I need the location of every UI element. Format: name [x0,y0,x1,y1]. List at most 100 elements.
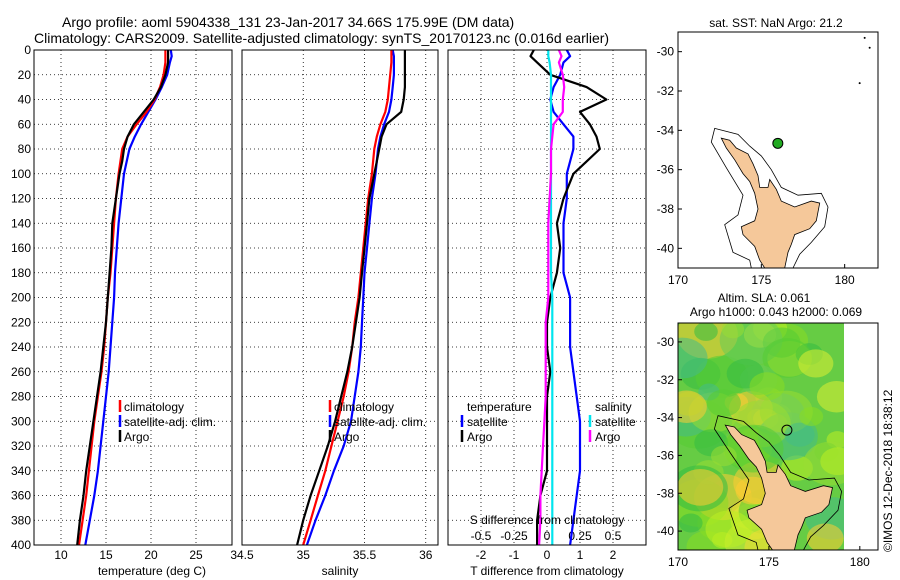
x2-tick-label: 0.25 [568,529,592,543]
x2-tick-label: 0.5 [605,529,622,543]
y-tick-label: 260 [11,365,31,379]
x-tick-label: 180 [835,273,855,287]
sla-blob [799,407,824,427]
salinity-legend: climatology satellite-adj. clim. Argo [328,400,426,444]
x-tick-label: 2 [610,548,617,562]
legend-label-satellite: satellite-adj. clim. [124,415,216,429]
legend-label-argo: Argo [124,430,150,444]
y-tick-label: -30 [657,335,675,349]
legend-label-t-argo: Argo [467,430,493,444]
legend-title-salinity: salinity [595,400,632,414]
y-tick-label: 180 [11,266,31,280]
argo-position-marker [781,424,793,436]
y-tick-label: 100 [11,167,31,181]
sla-blob [706,389,741,417]
y-tick-label: -32 [657,373,675,387]
island-marker [858,82,861,85]
argo-position-marker [772,137,784,149]
temperature-panel: 10 15 20 25 0 20 40 60 80 100 120 140 160 180 200 220 24… [11,43,233,562]
sst-map: 170 175 180 -30 -32 -34 -36 -38 -40 [657,31,879,287]
x-tick-label: -2 [476,548,487,562]
y-tick-label: 340 [11,464,31,478]
y-tick-label: 240 [11,340,31,354]
y-tick-label: -38 [657,202,675,216]
y-tick-label: -36 [657,163,675,177]
legend-label-s-argo: Argo [595,430,621,444]
tdiff-xlabel: T difference from climatology [470,564,624,578]
land-new-zealand [720,137,821,269]
y-tick-label: 160 [11,241,31,255]
y-tick-label: -38 [657,486,675,500]
y-tick-label: 60 [18,117,32,131]
x2-tick-label: -0.25 [500,529,528,543]
series-line-climatology [302,50,393,546]
x-tick-label: 25 [189,548,203,562]
series-line-s-satellite [547,50,554,545]
y-tick-label: 220 [11,315,31,329]
x-tick-label: 35 [297,548,311,562]
y-tick-label: 120 [11,192,31,206]
sla-blob [798,349,834,378]
y-tick-label: 400 [11,538,31,552]
sla-map-title-1: Altim. SLA: 0.061 [718,291,811,305]
x-tick-label: 36 [419,548,433,562]
x2-tick-label: 0 [544,529,551,543]
y-tick-label: -32 [657,84,675,98]
y-tick-label: 80 [18,142,32,156]
y-tick-label: 0 [24,43,31,57]
map-frame [677,31,879,269]
panel-frame [33,49,233,546]
depth-contour [713,415,843,551]
y-tick-label: -36 [657,448,675,462]
legend-label-climatology: climatology [124,400,184,414]
sst-map-title: sat. SST: NaN Argo: 21.2 [709,16,843,30]
panel-frame [241,49,439,546]
map-frame [677,322,879,551]
x-tick-label: 175 [751,273,771,287]
x-tick-label: 35.5 [353,548,377,562]
sla-blob [694,323,718,341]
temperature-legend: climatology satellite-adj. clim. Argo [118,400,216,444]
salinity-xlabel: salinity [322,564,359,578]
y-tick-label: 200 [11,291,31,305]
sla-blob [721,323,745,339]
y-tick-label: 20 [18,68,32,82]
x-tick-label: 175 [759,555,779,569]
series-line-s-argo [538,49,566,546]
sla-map-title-2: Argo h1000: 0.043 h2000: 0.069 [690,305,862,319]
x-tick-label: 1 [577,548,584,562]
y-tick-label: 280 [11,390,31,404]
y-tick-label: -40 [657,524,675,538]
land-new-zealand [724,424,833,551]
difference-legend: temperature satellite Argo salinity sate… [460,400,636,444]
x2-tick-label: -0.5 [471,529,492,543]
sla-blob [816,381,844,413]
sla-blob [678,468,724,506]
series-line-satellite-adj-clim- [305,49,395,546]
series-line-t-satellite [549,49,582,546]
legend-label-t-satellite: satellite [467,415,508,429]
sla-blob [678,390,707,423]
legend-label-argo: Argo [334,430,360,444]
title-line-1: Argo profile: aoml 5904338_131 23-Jan-20… [62,14,514,30]
title-line-2: Climatology: CARS2009. Satellite-adjuste… [34,30,609,46]
y-tick-label: 40 [18,93,32,107]
y-tick-label: -40 [657,241,675,255]
y-tick-label: 360 [11,489,31,503]
sla-field [678,323,844,550]
x-tick-label: -1 [509,548,520,562]
sla-blob [806,523,844,550]
difference-panel: -2 -1 0 1 2 -0.5 -0.25 0 0.25 0.5 [447,49,647,562]
sla-blob [710,445,737,467]
legend-title-temperature: temperature [467,400,532,414]
series-line-t-argo [529,49,608,545]
x-tick-label: 10 [54,548,68,562]
legend-label-climatology: climatology [334,400,394,414]
legend-label-satellite: satellite-adj. clim. [334,415,426,429]
salinity-panel: 34.5 35 35.5 36 [230,49,439,562]
x-tick-label: 170 [668,555,688,569]
sla-blob [749,372,785,401]
y-tick-label: 380 [11,513,31,527]
legend-label-s-satellite: satellite [595,415,636,429]
